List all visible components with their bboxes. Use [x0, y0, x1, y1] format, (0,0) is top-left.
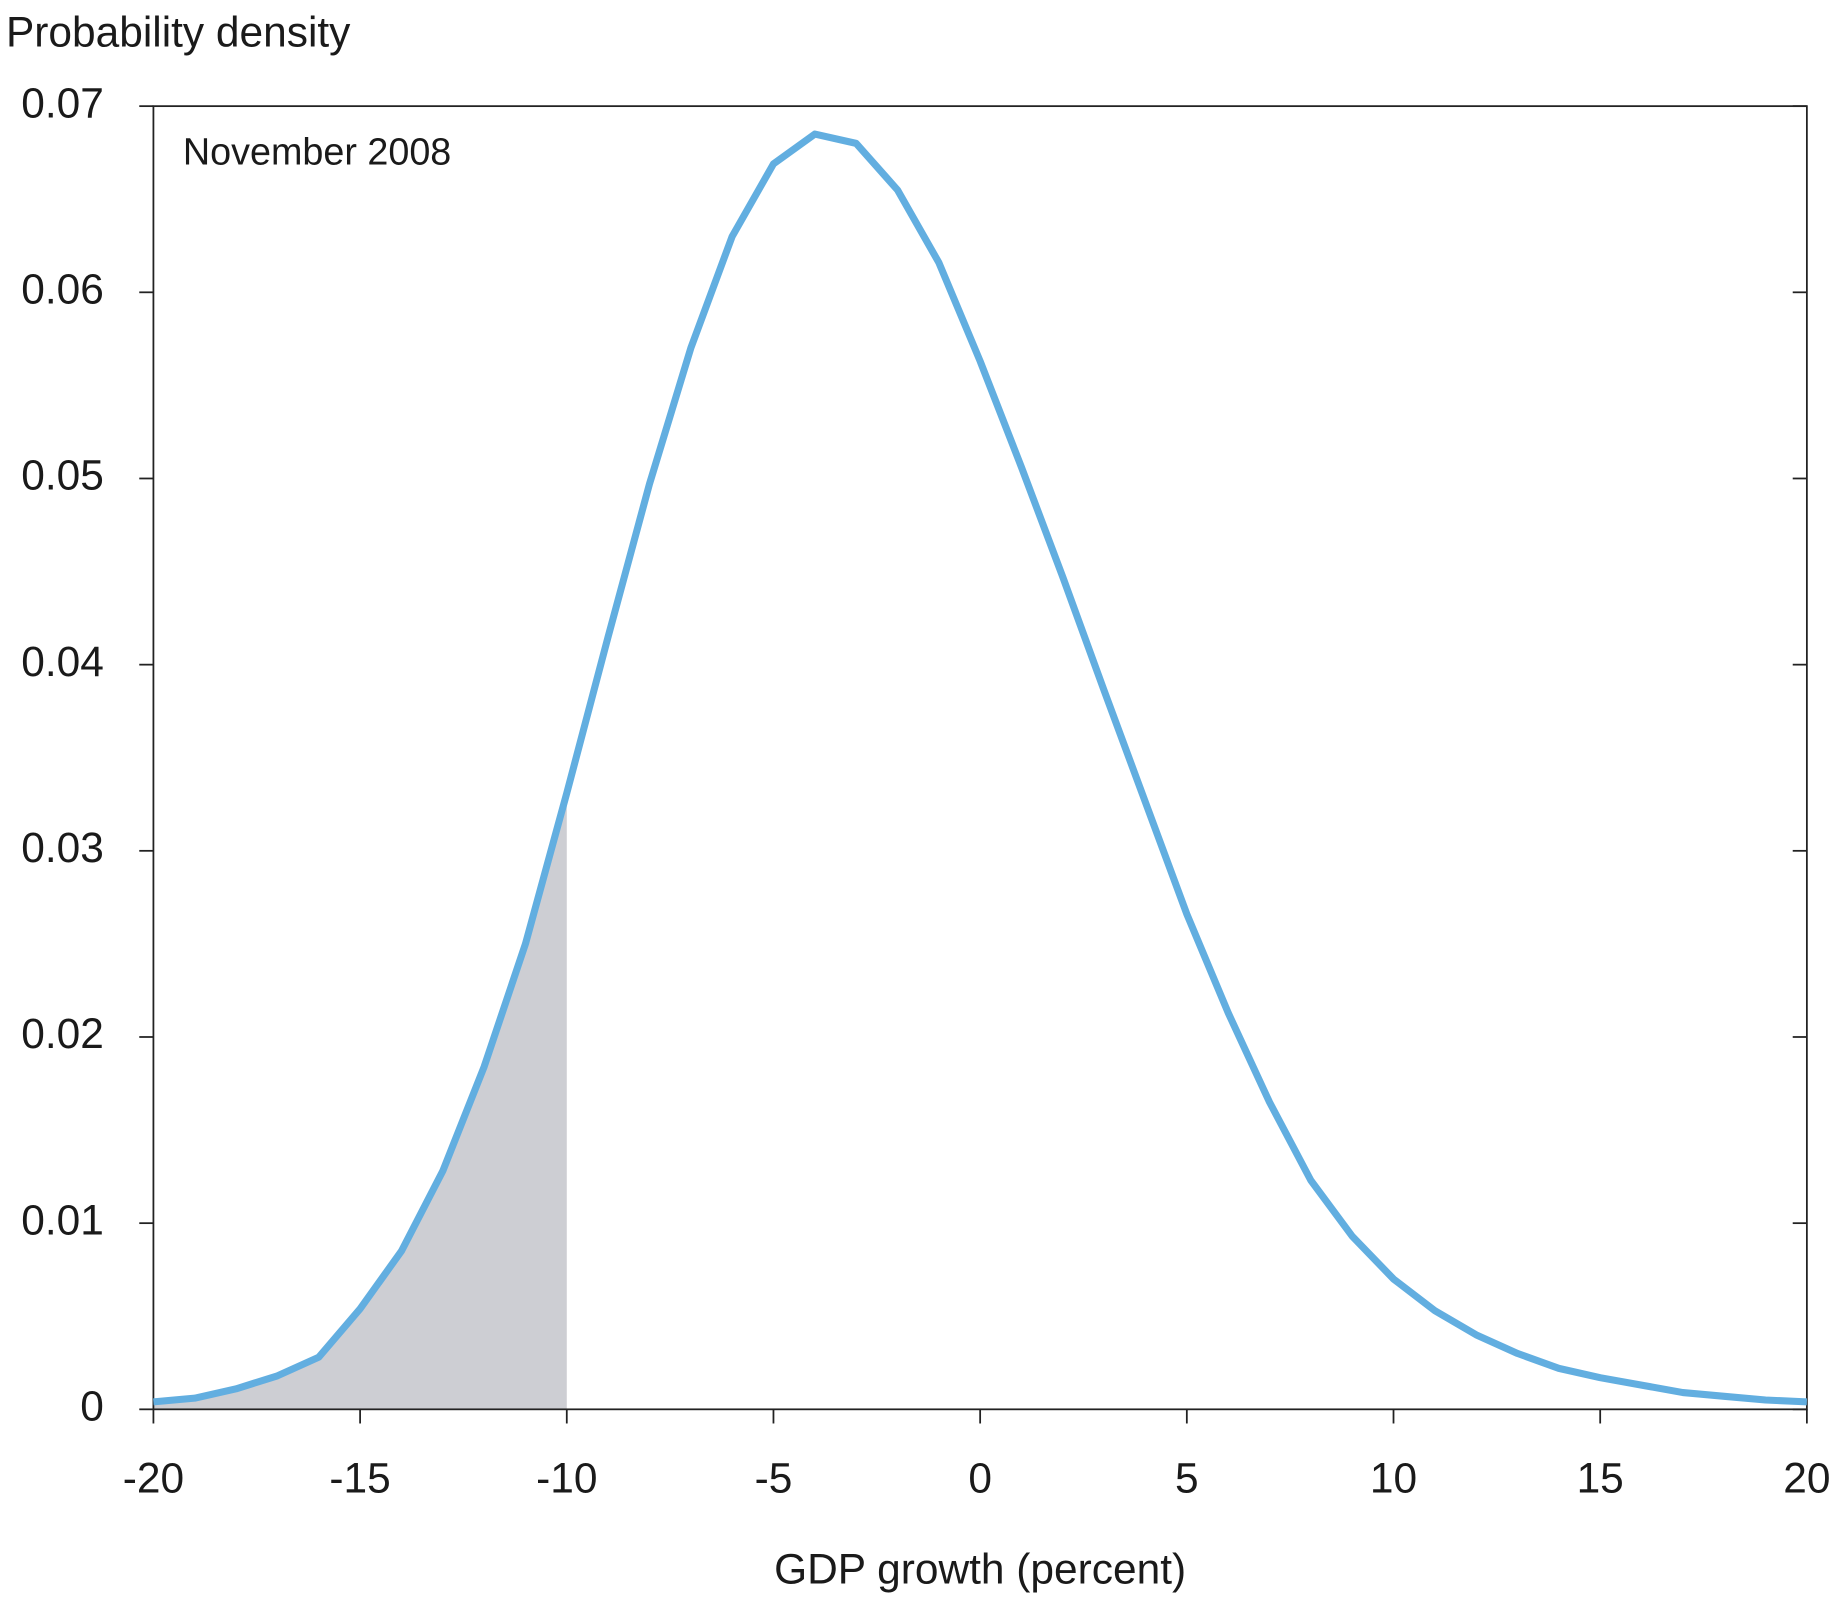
- y-tick-label: 0.04: [21, 638, 104, 685]
- y-tick-label: 0.01: [21, 1196, 104, 1243]
- x-tick-label: 5: [1175, 1454, 1199, 1501]
- x-tick-label: -5: [755, 1454, 793, 1501]
- y-tick-label: 0.05: [21, 452, 104, 499]
- x-tick-label: -20: [123, 1454, 184, 1501]
- y-tick-label: 0.03: [21, 824, 104, 871]
- x-tick-label: 10: [1370, 1454, 1417, 1501]
- y-tick-label: 0: [80, 1383, 104, 1430]
- x-tick-label: 20: [1783, 1454, 1830, 1501]
- annotation: November 2008: [183, 130, 451, 172]
- x-axis-label: GDP growth (percent): [774, 1545, 1186, 1592]
- density-line: [153, 130, 1808, 1406]
- y-tick-label: 0.06: [21, 266, 104, 313]
- y-tick-label: 0.07: [21, 79, 104, 126]
- x-tick-label: -10: [536, 1454, 597, 1501]
- x-tick-label: 15: [1577, 1454, 1624, 1501]
- plot-frame: [152, 105, 1808, 1411]
- x-tick-label: -15: [329, 1454, 390, 1501]
- y-tick-label: 0.02: [21, 1010, 104, 1057]
- x-tick-label: 0: [968, 1454, 992, 1501]
- y-axis-label: Probability density: [6, 9, 351, 56]
- shaded-area: [153, 793, 567, 1410]
